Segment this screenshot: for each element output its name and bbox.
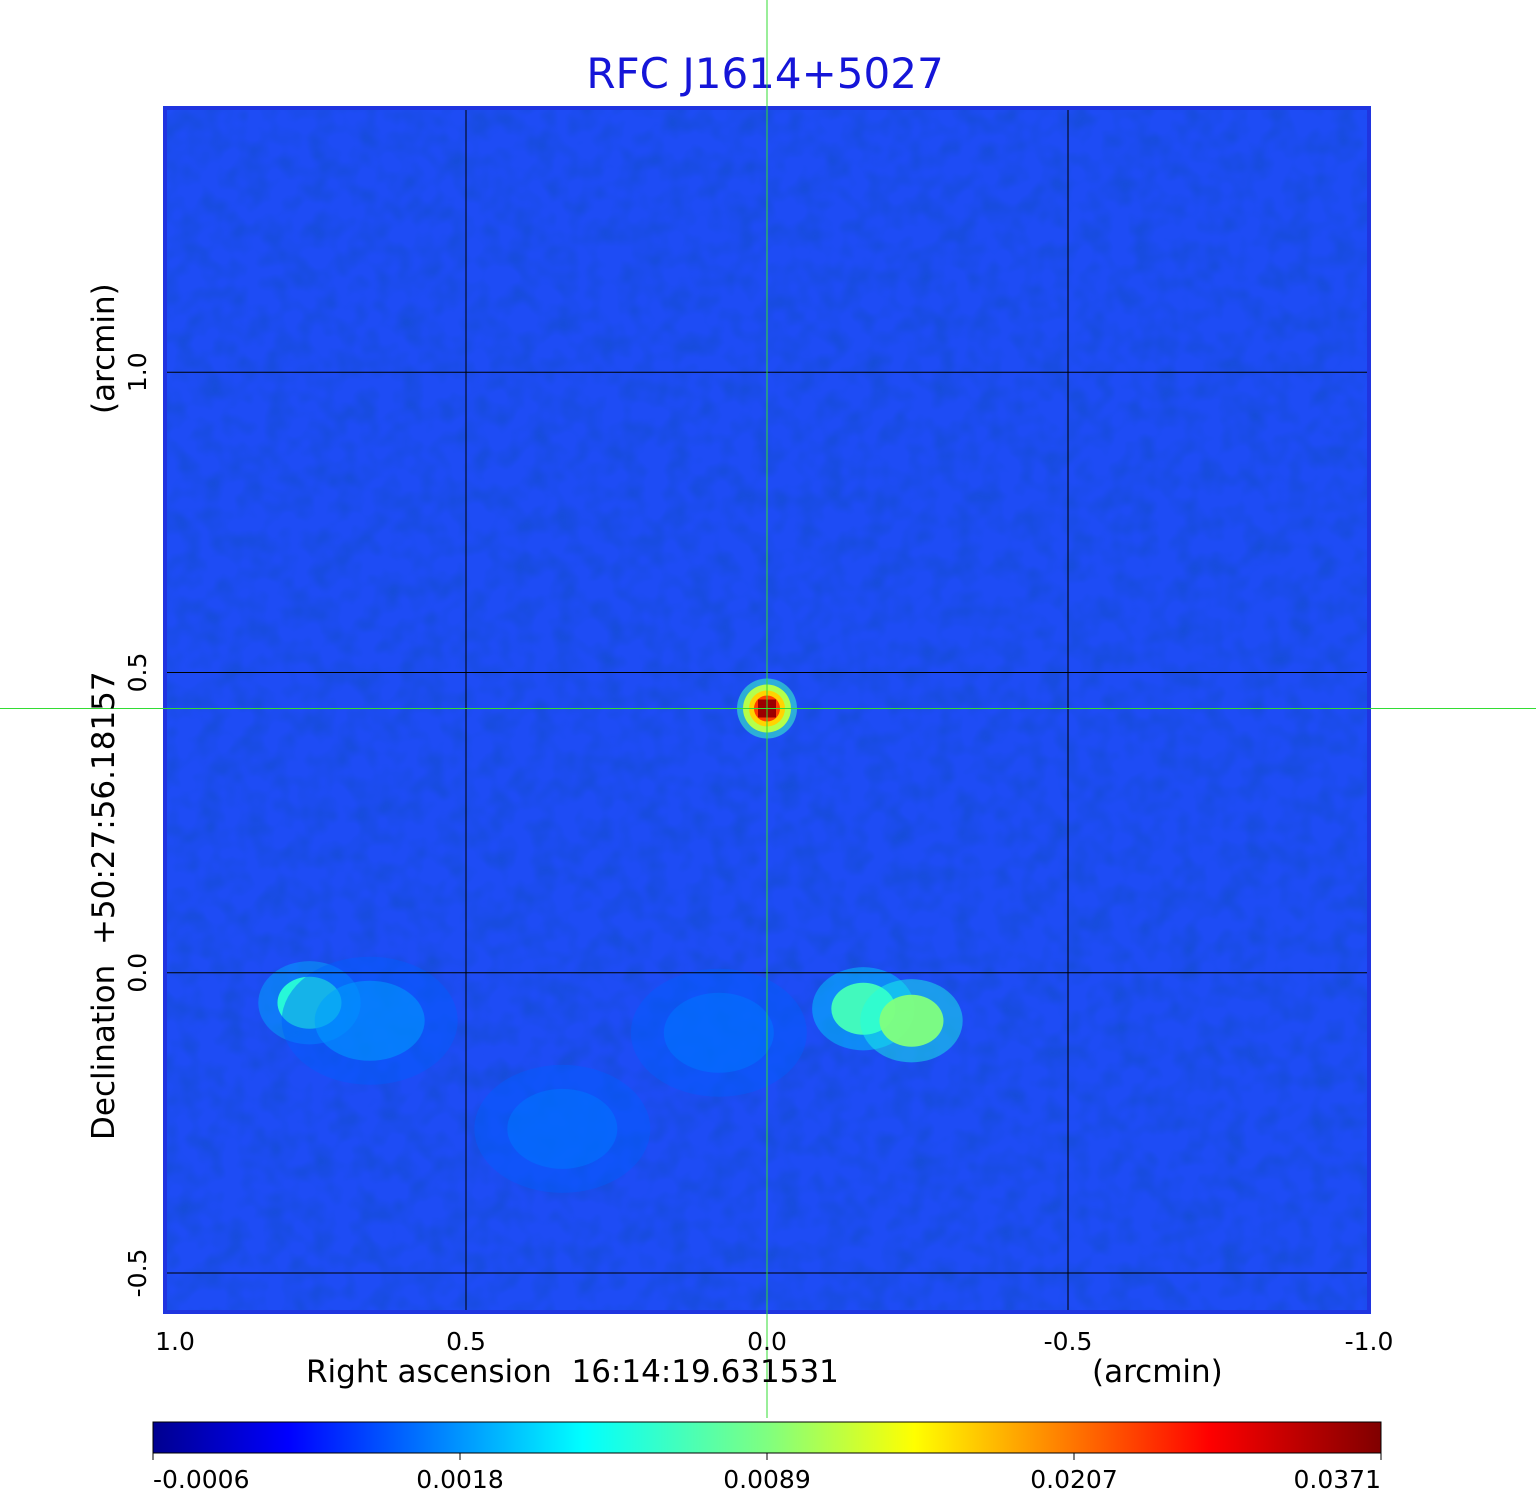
y-tick-label: 0.5 (123, 653, 152, 693)
source-south-diffuse (507, 1088, 618, 1169)
colorbar-tick-label: 0.0371 (1294, 1465, 1381, 1494)
x-tick-label: -1.0 (1345, 1327, 1394, 1356)
colorbar-tick-labels: -0.0006 0.0018 0.0089 0.0207 0.0371 (152, 1453, 1382, 1494)
emission-sources (258, 678, 963, 1193)
colorbar-gradient (152, 1421, 1382, 1454)
x-tick-labels: 1.0 0.5 0.0 -0.5 -1.0 (155, 1327, 1393, 1356)
x-axis-unit: (arcmin) (1092, 1354, 1223, 1390)
source-west-knot (879, 994, 944, 1047)
colorbar-tick-label: 0.0018 (416, 1465, 503, 1494)
crosshair (0, 0, 1536, 1418)
y-tick-label: 1.0 (123, 352, 152, 392)
source-west-blob (831, 982, 896, 1035)
source-mid-diffuse (663, 992, 774, 1073)
y-tick-labels: -0.5 0.0 0.5 1.0 (123, 352, 152, 1297)
source-east-diffuse (314, 980, 425, 1061)
colorbar: -0.0006 0.0018 0.0089 0.0207 0.0371 (152, 1421, 1382, 1494)
colorbar-tick-label: 0.0089 (723, 1465, 810, 1494)
x-tick-label: 0.0 (747, 1327, 787, 1356)
x-tick-label: 1.0 (155, 1327, 195, 1356)
plot-area (0, 0, 1536, 1418)
colorbar-tick-label: 0.0207 (1030, 1465, 1117, 1494)
y-axis-label: Declination +50:27:56.18157 (86, 671, 122, 1140)
y-tick-label: 0.0 (123, 953, 152, 993)
colorbar-tick-label: -0.0006 (153, 1465, 250, 1494)
x-tick-label: 0.5 (446, 1327, 486, 1356)
x-tick-label: -0.5 (1044, 1327, 1093, 1356)
chart-title: RFC J1614+5027 (586, 49, 943, 98)
y-axis-unit: (arcmin) (86, 283, 122, 414)
x-axis-label: Right ascension 16:14:19.631531 (306, 1354, 839, 1390)
y-tick-label: -0.5 (123, 1249, 152, 1298)
